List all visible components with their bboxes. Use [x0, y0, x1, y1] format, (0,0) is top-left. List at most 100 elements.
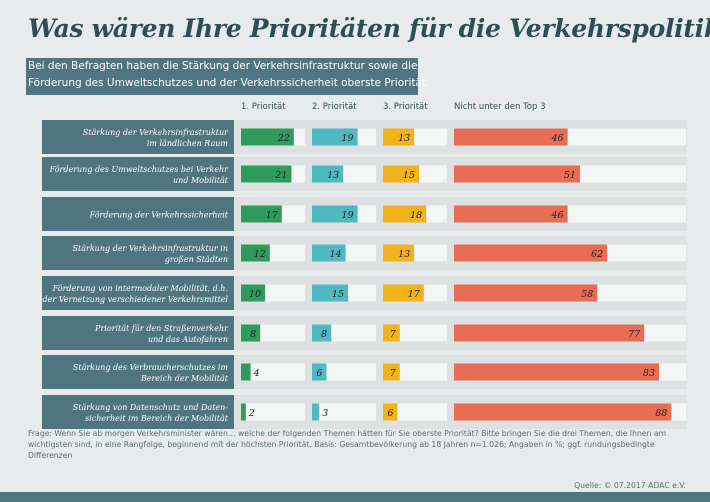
bar-2 — [312, 403, 320, 421]
category-box — [42, 276, 234, 310]
value-label: 8 — [250, 329, 256, 340]
category-label: Bereich der Mobilität — [140, 374, 229, 383]
series-header-3: 3. Priorität — [383, 102, 428, 112]
bar-1 — [241, 403, 246, 421]
category-box — [42, 355, 234, 389]
category-label: Stärkung des Verbraucherschutzes im — [73, 363, 229, 372]
value-label: 12 — [254, 249, 266, 260]
value-label: 18 — [410, 210, 422, 221]
value-label: 7 — [390, 329, 397, 340]
bar-2 — [312, 128, 358, 146]
value-label: 19 — [342, 210, 354, 221]
bar-1 — [241, 128, 294, 146]
value-label: 77 — [628, 329, 641, 340]
bar-3 — [383, 284, 424, 302]
category-label: Förderung der Verkehrssicherheit — [89, 211, 229, 220]
category-label: Stärkung von Datenschutz und Daten- — [73, 403, 229, 412]
value-label: 19 — [342, 133, 354, 144]
bar-4 — [454, 284, 598, 302]
bar-track — [312, 403, 376, 421]
value-label: 2 — [248, 408, 255, 419]
value-label: 83 — [643, 368, 655, 379]
category-label: der Vernetzung verschiedener Verkehrsmit… — [43, 295, 229, 304]
category-box — [42, 197, 234, 231]
value-label: 13 — [398, 249, 410, 260]
value-label: 46 — [551, 133, 564, 144]
bar-track — [241, 363, 305, 381]
series-header-2: 2. Priorität — [312, 102, 357, 112]
category-label: im ländlichen Raum — [147, 139, 229, 148]
value-label: 14 — [330, 249, 342, 260]
series-header-1: 1. Priorität — [241, 102, 286, 112]
value-label: 4 — [253, 368, 260, 379]
value-label: 15 — [403, 170, 415, 181]
bar-2 — [312, 363, 327, 381]
value-label: 10 — [249, 289, 261, 300]
bar-track — [241, 403, 305, 421]
bar-3 — [383, 363, 400, 381]
bar-1 — [241, 324, 261, 342]
category-box — [42, 120, 234, 154]
priority-chart: 1. Priorität 2. Priorität 3. Priorität Nich… — [42, 102, 687, 429]
value-label: 6 — [316, 368, 322, 379]
category-label: Stärkung der Verkehrsinfrastruktur in — [73, 244, 228, 253]
value-label: 3 — [322, 408, 328, 419]
bar-2 — [312, 324, 332, 342]
value-label: 7 — [390, 368, 397, 379]
bar-4 — [454, 165, 580, 183]
bar-4 — [454, 403, 672, 421]
category-box — [42, 395, 234, 429]
value-label: 88 — [655, 408, 667, 419]
bar-3 — [383, 165, 419, 183]
bar-2 — [312, 205, 358, 223]
value-label: 17 — [266, 210, 279, 221]
bar-3 — [383, 324, 400, 342]
subtitle-box — [26, 58, 418, 95]
category-label: und das Autofahren — [148, 335, 228, 344]
category-box — [42, 157, 234, 191]
value-label: 6 — [387, 408, 393, 419]
category-label: und Mobilität — [173, 176, 229, 185]
bottom-bar — [0, 492, 710, 502]
footnote: Frage: Wenn Sie ab morgen Verkehrsminist… — [28, 429, 667, 460]
category-label: sicherheit im Bereich der Mobilität — [85, 414, 229, 423]
source-note: Quelle: © 07.2017 ADAC e.V. — [574, 481, 686, 490]
series-header-4: Nicht unter den Top 3 — [454, 102, 546, 112]
bar-1 — [241, 165, 292, 183]
value-label: 51 — [564, 170, 576, 181]
value-label: 46 — [551, 210, 564, 221]
bar-1 — [241, 284, 265, 302]
value-label: 21 — [274, 170, 287, 181]
value-label: 13 — [398, 133, 410, 144]
value-label: 58 — [581, 289, 593, 300]
category-box — [42, 316, 234, 350]
bar-2 — [312, 244, 346, 262]
bar-3 — [383, 244, 415, 262]
bar-1 — [241, 244, 270, 262]
value-label: 8 — [321, 329, 327, 340]
bar-4 — [454, 128, 568, 146]
value-label: 62 — [591, 249, 603, 260]
bar-1 — [241, 205, 282, 223]
value-label: 22 — [277, 133, 290, 144]
subtitle-line-1: Bei den Befragten haben die Stärkung der… — [28, 60, 418, 72]
chart-title: Was wären Ihre Prioritäten für die Verke… — [28, 14, 710, 43]
bar-4 — [454, 324, 645, 342]
value-label: 13 — [327, 170, 339, 181]
category-label: Förderung von intermodaler Mobilität, d.… — [52, 284, 228, 293]
bar-4 — [454, 205, 568, 223]
value-label: 15 — [332, 289, 344, 300]
bar-track — [312, 363, 376, 381]
category-box — [42, 236, 234, 270]
category-label: Stärkung der Verkehrsinfrastruktur — [83, 128, 229, 137]
category-label: großen Städten — [165, 255, 228, 264]
bar-4 — [454, 363, 660, 381]
category-label: Förderung des Umweltschutzes bei Verkehr — [49, 165, 230, 174]
bar-3 — [383, 205, 427, 223]
bar-4 — [454, 244, 608, 262]
value-label: 17 — [408, 289, 421, 300]
bar-track — [383, 403, 447, 421]
subtitle-line-2: Förderung des Umweltschutzes und der Ver… — [28, 77, 430, 89]
bar-1 — [241, 363, 251, 381]
bar-2 — [312, 165, 344, 183]
